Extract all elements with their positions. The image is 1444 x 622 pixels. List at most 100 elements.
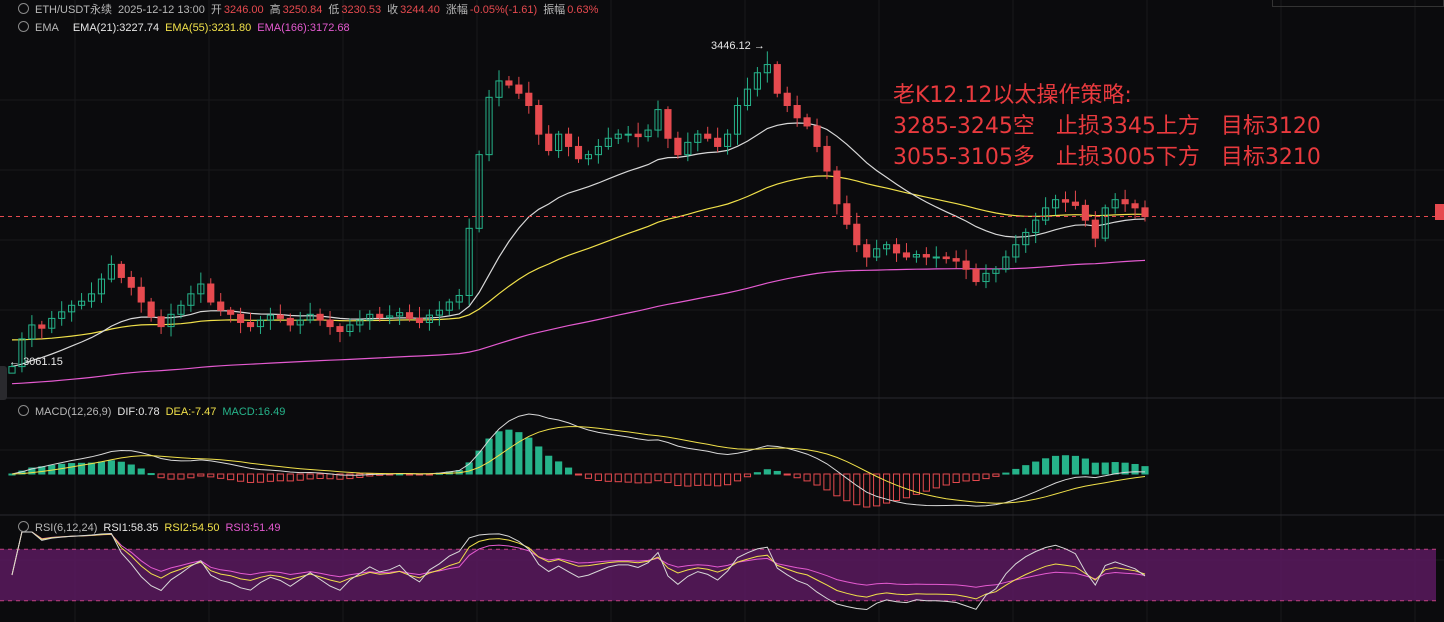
candle-body bbox=[714, 137, 722, 147]
candle-body bbox=[326, 319, 334, 328]
candle-body bbox=[475, 154, 483, 229]
sidebar-toggle[interactable] bbox=[0, 366, 7, 400]
rsi-legend: RSI(6,12,24) RSI1:58.35 RSI2:54.50 RSI3:51.… bbox=[18, 521, 287, 535]
eye-icon[interactable] bbox=[18, 521, 29, 532]
candle-body bbox=[674, 137, 682, 156]
macd-bar bbox=[266, 473, 274, 482]
candle-body bbox=[455, 294, 463, 303]
candle-body bbox=[863, 244, 871, 258]
candle-body bbox=[296, 319, 304, 326]
macd-bar bbox=[127, 464, 135, 475]
macd-bar bbox=[813, 473, 821, 486]
candle-body bbox=[525, 92, 533, 107]
candle-body bbox=[883, 244, 891, 250]
toolbar-frame bbox=[1272, 0, 1444, 7]
high-value: 3250.84 bbox=[282, 4, 323, 16]
macd-label: MACD:16.49 bbox=[222, 406, 286, 418]
candle-body bbox=[425, 314, 434, 323]
macd-bar bbox=[1022, 465, 1030, 475]
macd-bar bbox=[654, 473, 662, 482]
macd-bar bbox=[1121, 462, 1129, 475]
macd-bar bbox=[1051, 455, 1060, 475]
macd-bar bbox=[1131, 463, 1139, 475]
macd-bar bbox=[644, 473, 652, 484]
ema166-line bbox=[11, 259, 1146, 385]
rsi1-line bbox=[11, 531, 1146, 611]
macd-bar bbox=[733, 473, 742, 482]
candle-body bbox=[982, 272, 990, 283]
candle-body bbox=[117, 263, 125, 278]
macd-bar bbox=[833, 473, 841, 497]
macd-bar bbox=[246, 473, 255, 483]
candle-body bbox=[356, 319, 364, 326]
macd-bar bbox=[694, 473, 702, 486]
candle-body bbox=[48, 317, 56, 329]
macd-bar bbox=[137, 468, 145, 475]
eye-icon[interactable] bbox=[18, 405, 29, 416]
macd-legend: MACD(12,26,9) DIF:0.78 DEA:-7.47 MACD:16.49 bbox=[18, 405, 291, 419]
candle-body bbox=[266, 314, 274, 321]
macd-bar bbox=[823, 473, 831, 491]
macd-bar bbox=[992, 473, 1000, 477]
candle-body bbox=[1022, 231, 1030, 246]
candle-body bbox=[992, 268, 1000, 274]
candle-body bbox=[147, 301, 155, 318]
candle-body bbox=[803, 117, 811, 127]
candle-body bbox=[405, 312, 414, 319]
dea-label: DEA:-7.47 bbox=[165, 406, 217, 418]
low-value: 3230.53 bbox=[341, 4, 382, 16]
candle-body bbox=[386, 315, 394, 319]
candle-body bbox=[77, 300, 86, 306]
macd-bar bbox=[87, 462, 96, 475]
macd-bar bbox=[555, 461, 563, 475]
candle-body bbox=[435, 309, 443, 316]
candle-body bbox=[127, 276, 135, 288]
macd-bar bbox=[634, 473, 642, 484]
macd-bar bbox=[117, 461, 125, 475]
candle-body bbox=[962, 260, 970, 270]
ema166-label: EMA(166):3172.68 bbox=[257, 22, 350, 34]
macd-bar bbox=[574, 473, 583, 476]
candle-body bbox=[694, 133, 702, 143]
bell-icon-ema: EMA bbox=[35, 22, 59, 34]
macd-bar bbox=[892, 473, 901, 502]
candle-body bbox=[584, 154, 593, 160]
macd-bar bbox=[853, 473, 861, 506]
candle-body bbox=[972, 268, 980, 283]
macd-bar bbox=[843, 473, 851, 502]
rsi2-line bbox=[11, 531, 1146, 600]
candle-body bbox=[833, 170, 841, 205]
macd-bar bbox=[704, 473, 712, 486]
macd-bar bbox=[1002, 472, 1010, 475]
open-value: 3246.00 bbox=[223, 4, 264, 16]
candle-body bbox=[574, 145, 583, 160]
macd-bar bbox=[773, 470, 781, 475]
candle-body bbox=[256, 319, 265, 328]
candle-body bbox=[366, 313, 374, 321]
macd-bar bbox=[187, 473, 195, 479]
macd-bar bbox=[1071, 455, 1080, 475]
macd-bar bbox=[326, 473, 334, 480]
amplitude-value: 0.63% bbox=[567, 4, 599, 16]
dif-line bbox=[11, 413, 1146, 507]
candle-body bbox=[187, 293, 195, 306]
eye-icon[interactable] bbox=[18, 3, 29, 14]
candle-body bbox=[604, 137, 612, 147]
macd-bar bbox=[972, 473, 980, 481]
dea-line bbox=[11, 426, 1146, 504]
dif-label: DIF:0.78 bbox=[117, 406, 160, 418]
candle-body bbox=[733, 105, 742, 135]
macd-bar bbox=[604, 473, 612, 482]
last-price-tag bbox=[1435, 204, 1444, 220]
candle-body bbox=[197, 283, 205, 295]
candle-body bbox=[217, 301, 225, 311]
macd-bar bbox=[624, 473, 632, 483]
candle-body bbox=[167, 313, 175, 328]
macd-bar bbox=[902, 473, 911, 499]
candle-body bbox=[793, 105, 801, 119]
eye-icon[interactable] bbox=[18, 21, 29, 32]
macd-bar bbox=[674, 473, 682, 487]
candle-body bbox=[515, 84, 523, 94]
candle-body bbox=[8, 366, 16, 374]
